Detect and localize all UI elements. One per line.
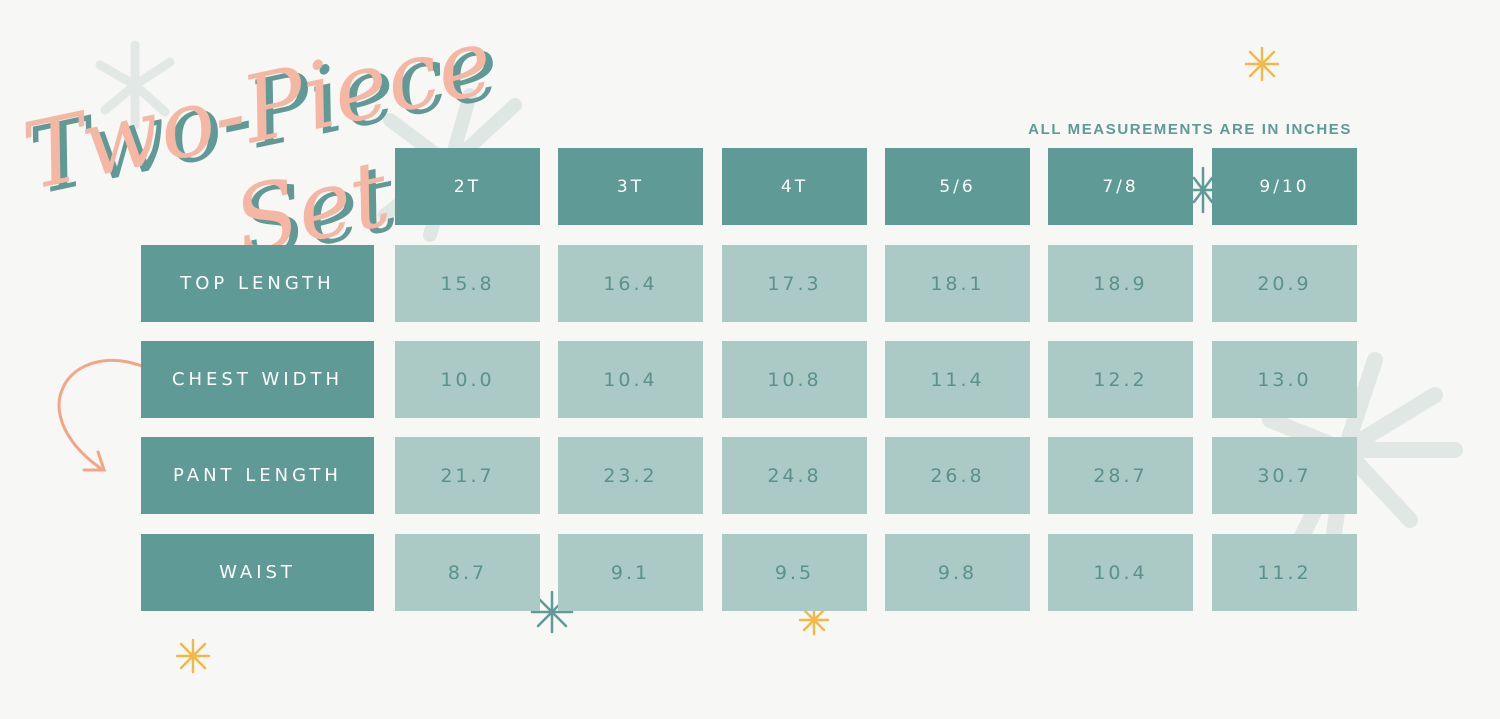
table-cell: 21.7 [395,437,540,514]
row-label-chest-width: CHEST WIDTH [141,341,374,418]
table-cell: 26.8 [885,437,1030,514]
table-cell: 18.9 [1048,245,1193,322]
size-header-7-8: 7/8 [1048,148,1193,225]
row-label-top-length: TOP LENGTH [141,245,374,322]
size-header-4t: 4T [722,148,867,225]
curved-arrow-icon [57,359,144,472]
table-cell: 10.4 [1048,534,1193,611]
table-cell: 15.8 [395,245,540,322]
table-cell: 16.4 [558,245,703,322]
table-cell: 13.0 [1212,341,1357,418]
table-cell: 20.9 [1212,245,1357,322]
table-cell: 10.0 [395,341,540,418]
page-title: Two-Piece Two-Piece Set Set [15,7,509,281]
size-header-2t: 2T [395,148,540,225]
table-cell: 24.8 [722,437,867,514]
size-header-9-10: 9/10 [1212,148,1357,225]
table-cell: 10.4 [558,341,703,418]
table-cell: 9.5 [722,534,867,611]
table-cell: 28.7 [1048,437,1193,514]
table-cell: 17.3 [722,245,867,322]
table-cell: 10.8 [722,341,867,418]
table-cell: 11.2 [1212,534,1357,611]
measurement-note: ALL MEASUREMENTS ARE IN INCHES [1028,121,1352,138]
row-label-pant-length: PANT LENGTH [141,437,374,514]
table-cell: 9.1 [558,534,703,611]
table-cell: 18.1 [885,245,1030,322]
table-cell: 8.7 [395,534,540,611]
table-cell: 30.7 [1212,437,1357,514]
table-cell: 12.2 [1048,341,1193,418]
row-label-waist: WAIST [141,534,374,611]
table-cell: 9.8 [885,534,1030,611]
table-cell: 11.4 [885,341,1030,418]
size-header-3t: 3T [558,148,703,225]
size-header-5-6: 5/6 [885,148,1030,225]
table-cell: 23.2 [558,437,703,514]
